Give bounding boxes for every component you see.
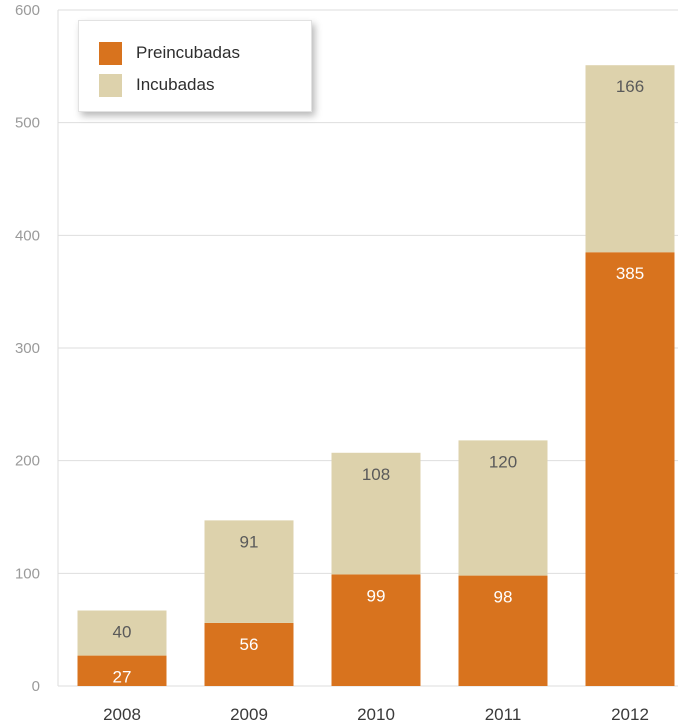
- x-axis-labels: 2008 2009 2010 2011 2012: [103, 705, 649, 724]
- data-label-preincubadas-2008: 27: [113, 668, 132, 687]
- legend-label-preincubadas: Preincubadas: [136, 43, 240, 62]
- legend: Preincubadas Incubadas: [78, 20, 312, 112]
- y-tick-label-100: 100: [15, 565, 40, 582]
- bar-incubadas-2008: [77, 610, 167, 656]
- data-label-incubadas-2009: 91: [240, 532, 259, 551]
- bar-preincubadas-2011: [458, 575, 548, 686]
- y-tick-label-300: 300: [15, 340, 40, 357]
- y-tick-label-500: 500: [15, 115, 40, 132]
- data-label-incubadas-2012: 166: [616, 77, 644, 96]
- data-label-preincubadas-2011: 98: [494, 588, 513, 607]
- y-tick-label-0: 0: [32, 678, 40, 695]
- x-tick-label-2011: 2011: [485, 705, 522, 724]
- data-labels: 27 40 56 91 99 108 98 120 385 166: [113, 77, 645, 686]
- bar-incubadas-2009: [204, 520, 294, 623]
- x-tick-label-2012: 2012: [611, 705, 649, 724]
- bars: [77, 65, 675, 686]
- legend-item-preincubadas: Preincubadas: [99, 41, 240, 65]
- x-tick-label-2010: 2010: [357, 705, 395, 724]
- legend-swatch-incubadas: [99, 73, 122, 97]
- data-label-preincubadas-2010: 99: [367, 586, 386, 605]
- bar-incubadas-2010: [331, 452, 421, 575]
- bar-incubadas-2012: [585, 65, 675, 253]
- x-tick-label-2009: 2009: [230, 705, 268, 724]
- bar-incubadas-2011: [458, 440, 548, 576]
- data-label-preincubadas-2012: 385: [616, 264, 644, 283]
- data-label-incubadas-2008: 40: [113, 623, 132, 642]
- bar-preincubadas-2012: [585, 252, 675, 686]
- legend-swatch-preincubadas: [99, 41, 122, 65]
- data-label-incubadas-2010: 108: [362, 465, 390, 484]
- bar-preincubadas-2008: [77, 655, 167, 686]
- y-tick-label-400: 400: [15, 227, 40, 244]
- data-label-incubadas-2011: 120: [489, 452, 517, 471]
- y-axis: 0 100 200 300 400 500 600: [15, 2, 59, 695]
- legend-label-incubadas: Incubadas: [136, 75, 215, 94]
- data-label-preincubadas-2009: 56: [240, 635, 259, 654]
- bar-preincubadas-2010: [331, 574, 421, 686]
- y-tick-label-200: 200: [15, 453, 40, 470]
- x-tick-label-2008: 2008: [103, 705, 141, 724]
- y-tick-label-600: 600: [15, 2, 40, 19]
- legend-item-incubadas: Incubadas: [99, 73, 214, 97]
- bar-preincubadas-2009: [204, 622, 294, 686]
